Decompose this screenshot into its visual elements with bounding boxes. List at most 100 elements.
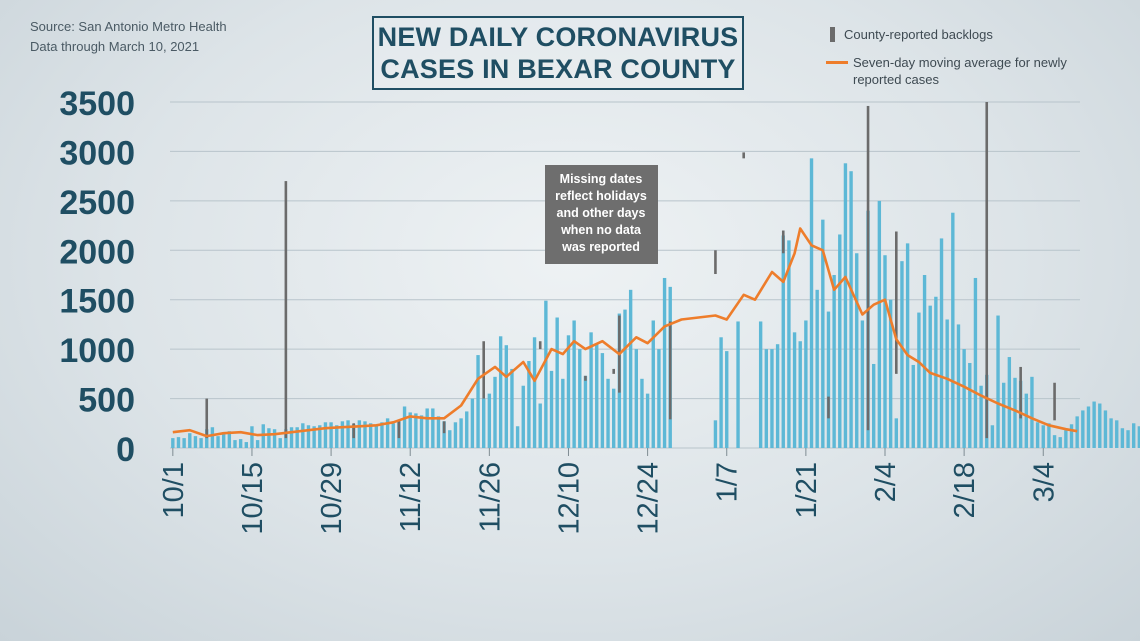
case-bar — [312, 426, 316, 448]
case-bar — [549, 370, 554, 448]
case-bar — [193, 436, 198, 448]
case-bar — [250, 426, 254, 448]
case-bar — [838, 234, 842, 448]
case-bar — [408, 412, 412, 448]
case-bar — [900, 261, 904, 448]
case-bar — [1041, 425, 1045, 448]
case-bar — [295, 427, 299, 448]
title-line-2: CASES IN BEXAR COUNTY — [380, 54, 736, 84]
case-bar — [476, 355, 480, 448]
case-bar — [284, 429, 288, 448]
legend-average-label-2: reported cases — [853, 72, 939, 87]
source-line: Source: San Antonio Metro Health — [30, 19, 227, 34]
y-tick-label: 1500 — [59, 283, 135, 321]
case-bar — [583, 375, 588, 448]
backlog-bar — [895, 231, 898, 374]
case-bar — [855, 253, 859, 448]
case-bar — [1092, 401, 1096, 448]
case-bar — [860, 320, 865, 448]
annotation-box — [545, 165, 658, 264]
legend: County-reported backlogs Seven-day movin… — [826, 27, 1067, 88]
case-bar — [459, 418, 463, 448]
case-bar — [318, 425, 322, 448]
x-tick-label: 12/24 — [633, 462, 665, 535]
x-tick-label: 1/7 — [712, 462, 744, 502]
case-bar — [261, 424, 265, 448]
case-bar — [911, 364, 915, 448]
case-bar — [657, 349, 661, 448]
backlog-bar — [538, 341, 542, 350]
legend-backlog-label: County-reported backlogs — [844, 27, 993, 42]
case-bar — [216, 436, 220, 448]
case-bar — [544, 300, 548, 448]
legend-average-swatch — [826, 61, 848, 64]
case-bar — [1132, 423, 1136, 448]
case-bar — [374, 425, 378, 448]
case-bar — [600, 353, 605, 448]
case-bar — [436, 416, 441, 448]
case-bar — [267, 428, 271, 448]
case-bar — [928, 305, 932, 448]
y-tick-label: 0 — [116, 431, 135, 469]
case-bar — [877, 200, 882, 448]
data-through-line: Data through March 10, 2021 — [30, 39, 200, 54]
case-bar — [1058, 437, 1062, 448]
case-bar — [346, 420, 350, 448]
case-bar — [883, 255, 887, 448]
y-tick-label: 3000 — [59, 134, 135, 172]
x-tick-label: 12/10 — [553, 462, 585, 535]
case-bar — [917, 312, 921, 448]
case-bar — [238, 439, 243, 448]
case-bar — [482, 398, 486, 448]
case-bar — [1103, 410, 1108, 448]
case-bar — [798, 341, 802, 448]
case-bar — [832, 275, 836, 448]
case-bar — [956, 324, 961, 448]
backlog-bar — [714, 250, 717, 275]
case-bar — [385, 418, 390, 448]
case-bar — [821, 219, 825, 448]
case-bar — [414, 413, 418, 448]
case-bar — [1052, 435, 1057, 448]
case-bar — [340, 421, 345, 448]
case-bar — [498, 336, 503, 448]
y-tick-label: 3500 — [59, 85, 135, 123]
case-bar — [843, 163, 848, 448]
x-tick-label: 1/21 — [791, 462, 823, 518]
case-bar — [736, 321, 740, 448]
case-bar — [872, 363, 876, 448]
backlog-bar — [442, 421, 446, 434]
case-bar — [222, 432, 226, 448]
case-bar — [566, 335, 571, 448]
case-bar — [1086, 406, 1091, 448]
case-bar — [532, 337, 537, 448]
case-bar — [493, 376, 497, 448]
backlog-bar — [1053, 382, 1056, 421]
case-bar — [1030, 376, 1034, 448]
case-bar — [504, 345, 508, 448]
case-bar — [210, 427, 215, 448]
case-bar — [894, 418, 898, 448]
case-bar — [515, 426, 520, 448]
case-bar — [1120, 428, 1125, 448]
case-bar — [431, 408, 435, 448]
case-bar — [199, 438, 203, 448]
backlog-bar — [584, 375, 587, 381]
case-bar — [645, 393, 650, 448]
backlog-bar — [1019, 366, 1022, 419]
case-bar — [363, 421, 367, 448]
case-bar — [809, 158, 814, 448]
case-bar — [934, 296, 938, 448]
case-bar — [719, 337, 723, 448]
case-bar — [205, 429, 209, 448]
y-tick-label: 2500 — [59, 184, 135, 222]
legend-average-label-1: Seven-day moving average for newly — [853, 55, 1067, 70]
source-note: Source: San Antonio Metro Health Data th… — [30, 17, 227, 57]
x-tick-label: 10/29 — [316, 462, 348, 535]
case-bar — [764, 349, 768, 448]
case-bar — [510, 368, 514, 448]
case-bar — [1002, 382, 1006, 448]
backlog-bar — [482, 341, 485, 399]
case-bar — [775, 344, 780, 448]
case-bar — [188, 433, 192, 448]
